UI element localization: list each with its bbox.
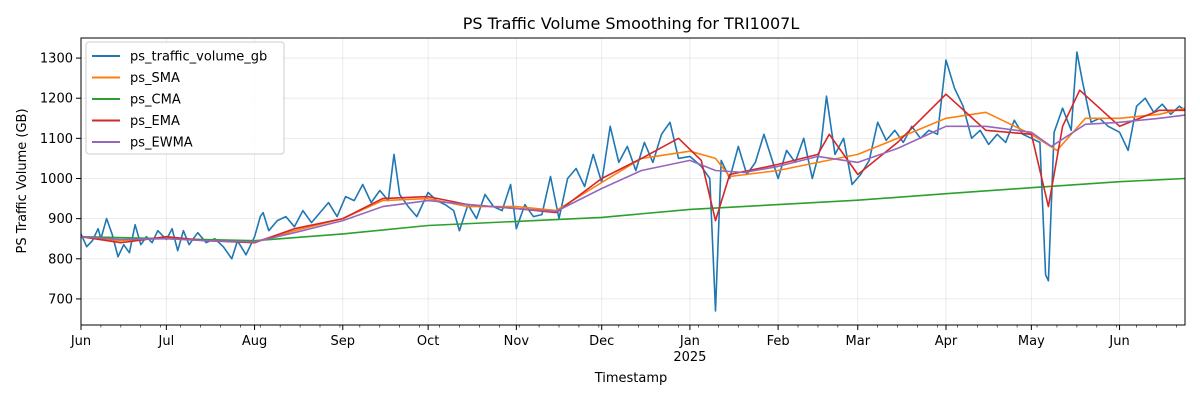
x-tick-label: Sep <box>331 334 356 349</box>
x-tick-label: Oct <box>417 334 439 349</box>
x-tick-label: May <box>1018 334 1045 349</box>
x-tick-label: Jul <box>158 334 175 349</box>
plot-frame <box>80 37 1186 326</box>
legend-label: ps_traffic_volume_gb <box>130 50 267 65</box>
x-tick-label: Aug <box>242 334 267 349</box>
y-tick-label: 800 <box>48 252 73 267</box>
chart-title: PS Traffic Volume Smoothing for TRI1007L <box>463 14 800 33</box>
y-tick-label: 700 <box>48 292 73 307</box>
legend-label: ps_EMA <box>130 114 180 129</box>
x-tick-label: Jan <box>679 334 700 349</box>
y-tick-label: 1300 <box>40 52 73 67</box>
series-line-ps-SMA <box>80 107 1186 243</box>
series-line-ps-CMA <box>80 177 1186 242</box>
y-axis-label: PS Traffic Volume (GB) <box>15 108 30 253</box>
y-tick-label: 900 <box>48 212 73 227</box>
x-tick-label: Jun <box>1108 334 1129 349</box>
y-tick-label: 1200 <box>40 92 73 107</box>
x-tick-label: Dec <box>589 334 614 349</box>
x-tick-label: Jun <box>70 334 91 349</box>
x-tick-sublabel: 2025 <box>673 350 706 365</box>
series-line-ps-EMA <box>80 89 1185 244</box>
x-tick-label: Apr <box>935 334 958 349</box>
y-tick-label: 1000 <box>40 172 73 187</box>
tick-layer: 700 800 900 1000 1100 1200 1300 Jun Jul Aug Sep Oct… <box>40 52 1177 365</box>
y-tick-label: 1100 <box>40 132 73 147</box>
series-line-ps-EWMA <box>80 114 1186 243</box>
x-tick-label: Feb <box>767 334 790 349</box>
legend-box <box>85 41 285 155</box>
legend-label: ps_CMA <box>130 93 181 108</box>
legend-label: ps_EWMA <box>130 136 193 151</box>
legend: ps_traffic_volume_gb ps_SMA ps_CMA ps_EMAps… <box>85 41 285 155</box>
series-layer <box>80 51 1186 312</box>
x-axis-label: Timestamp <box>594 371 668 386</box>
legend-label: ps_SMA <box>130 71 180 86</box>
x-tick-label: Nov <box>504 334 530 349</box>
x-tick-label: Mar <box>846 334 871 349</box>
